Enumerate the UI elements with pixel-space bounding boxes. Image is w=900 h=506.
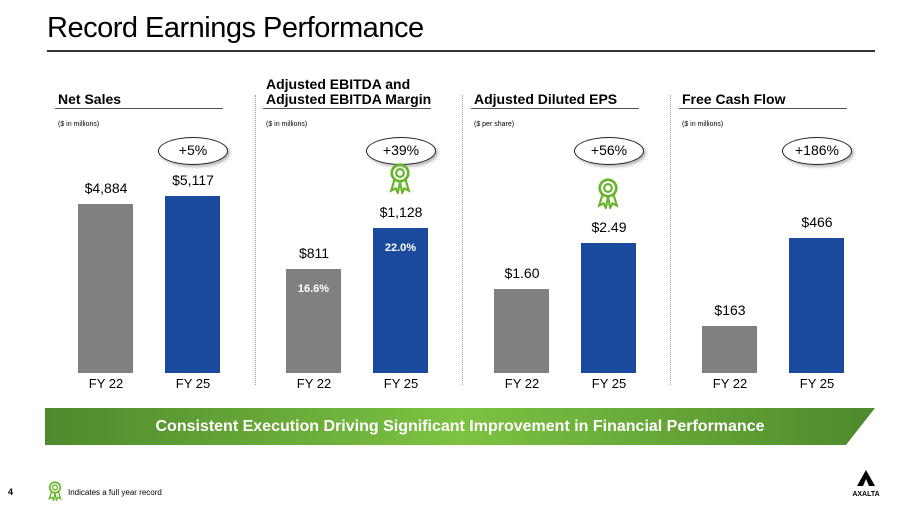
logo-text: AXALTA [852, 491, 880, 498]
category-label: FY 22 [296, 376, 332, 391]
category-label: FY 22 [712, 376, 748, 391]
title-underline [263, 108, 431, 109]
chart-subtitle: ($ in millions) [682, 121, 724, 128]
bar-fy22 [702, 325, 757, 373]
panel-separator [462, 95, 463, 385]
value-label: $1.60 [504, 265, 540, 282]
award-ribbon-icon [389, 163, 411, 194]
value-label: $466 [801, 214, 833, 230]
category-label: FY 22 [504, 376, 540, 391]
title-rule [47, 50, 875, 52]
bar-fy22 [494, 289, 549, 373]
category-label: FY 25 [383, 376, 419, 391]
growth-badge: +39% [366, 137, 436, 165]
bar-fy25 [373, 228, 428, 373]
chart-panel: Adjusted Diluted EPS ($ per share) +56% … [466, 0, 674, 400]
value-label: $163 [714, 301, 746, 318]
chart-panel: Free Cash Flow ($ in millions) +186% $16… [674, 0, 882, 400]
panel-separator [255, 95, 256, 385]
category-label: FY 22 [88, 376, 124, 391]
value-label: $811 [298, 244, 330, 261]
growth-badge: +186% [782, 137, 852, 165]
bar-fy25 [581, 243, 636, 373]
title-underline [55, 108, 223, 109]
page-title: Record Earnings Performance [47, 12, 424, 44]
chart-title: Adjusted EBITDA and Adjusted EBITDA Marg… [266, 76, 432, 107]
value-label: $2.49 [591, 219, 627, 235]
category-label: FY 25 [591, 376, 627, 391]
chart-subtitle: ($ per share) [474, 121, 515, 128]
value-label: $5,117 [172, 172, 214, 188]
bar-fy22 [78, 204, 133, 373]
title-underline [471, 108, 639, 109]
category-label: FY 25 [799, 376, 835, 391]
footer-note: Indicates a full year record [68, 488, 162, 497]
bar-fy25 [165, 196, 220, 373]
value-label: $1,128 [379, 204, 423, 220]
chart-title: Net Sales [58, 91, 122, 107]
title-underline [679, 108, 847, 109]
chart-title: Adjusted Diluted EPS [474, 91, 618, 107]
growth-badge: +5% [158, 137, 228, 165]
award-ribbon-icon [597, 178, 619, 209]
award-ribbon-icon [48, 481, 62, 501]
summary-banner: Consistent Execution Driving Significant… [45, 408, 875, 445]
chart-title: Free Cash Flow [682, 91, 786, 107]
chart-subtitle: ($ in millions) [266, 121, 308, 128]
growth-badge: +56% [574, 137, 644, 165]
margin-label: 16.6% [297, 282, 330, 295]
bar-fy22 [286, 268, 341, 373]
value-label: $4,884 [84, 180, 128, 197]
axalta-logo: AXALTA [850, 470, 882, 498]
margin-label: 22.0% [384, 242, 417, 254]
category-label: FY 25 [175, 376, 211, 391]
chart-panel: Net Sales ($ in millions) +5% $4,884 FY … [50, 0, 258, 400]
page-number: 4 [8, 487, 14, 497]
bar-fy25 [789, 238, 844, 373]
chart-panel: Adjusted EBITDA and Adjusted EBITDA Marg… [258, 0, 466, 400]
panel-separator [670, 95, 671, 385]
chart-subtitle: ($ in millions) [58, 121, 100, 128]
